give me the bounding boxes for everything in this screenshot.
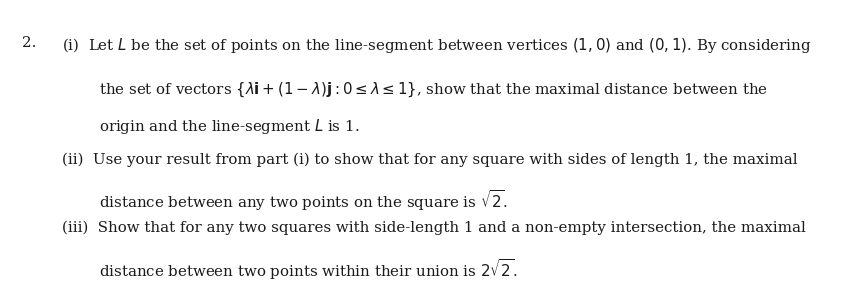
Text: (iii)  Show that for any two squares with side-length 1 and a non-empty intersec: (iii) Show that for any two squares with… [62, 221, 806, 235]
Text: (ii)  Use your result from part (i) to show that for any square with sides of le: (ii) Use your result from part (i) to sh… [62, 152, 798, 167]
Text: (i)  Let $L$ be the set of points on the line-segment between vertices $(1,0)$ a: (i) Let $L$ be the set of points on the … [62, 36, 811, 55]
Text: 2.: 2. [22, 36, 37, 50]
Text: distance between two points within their union is $2\sqrt{2}$.: distance between two points within their… [99, 257, 518, 281]
Text: distance between any two points on the square is $\sqrt{2}$.: distance between any two points on the s… [99, 189, 509, 213]
Text: origin and the line-segment $L$ is 1.: origin and the line-segment $L$ is 1. [99, 117, 360, 136]
Text: the set of vectors $\{\lambda\mathbf{i} + (1-\lambda)\mathbf{j} : 0 \leq \lambda: the set of vectors $\{\lambda\mathbf{i} … [99, 81, 768, 99]
